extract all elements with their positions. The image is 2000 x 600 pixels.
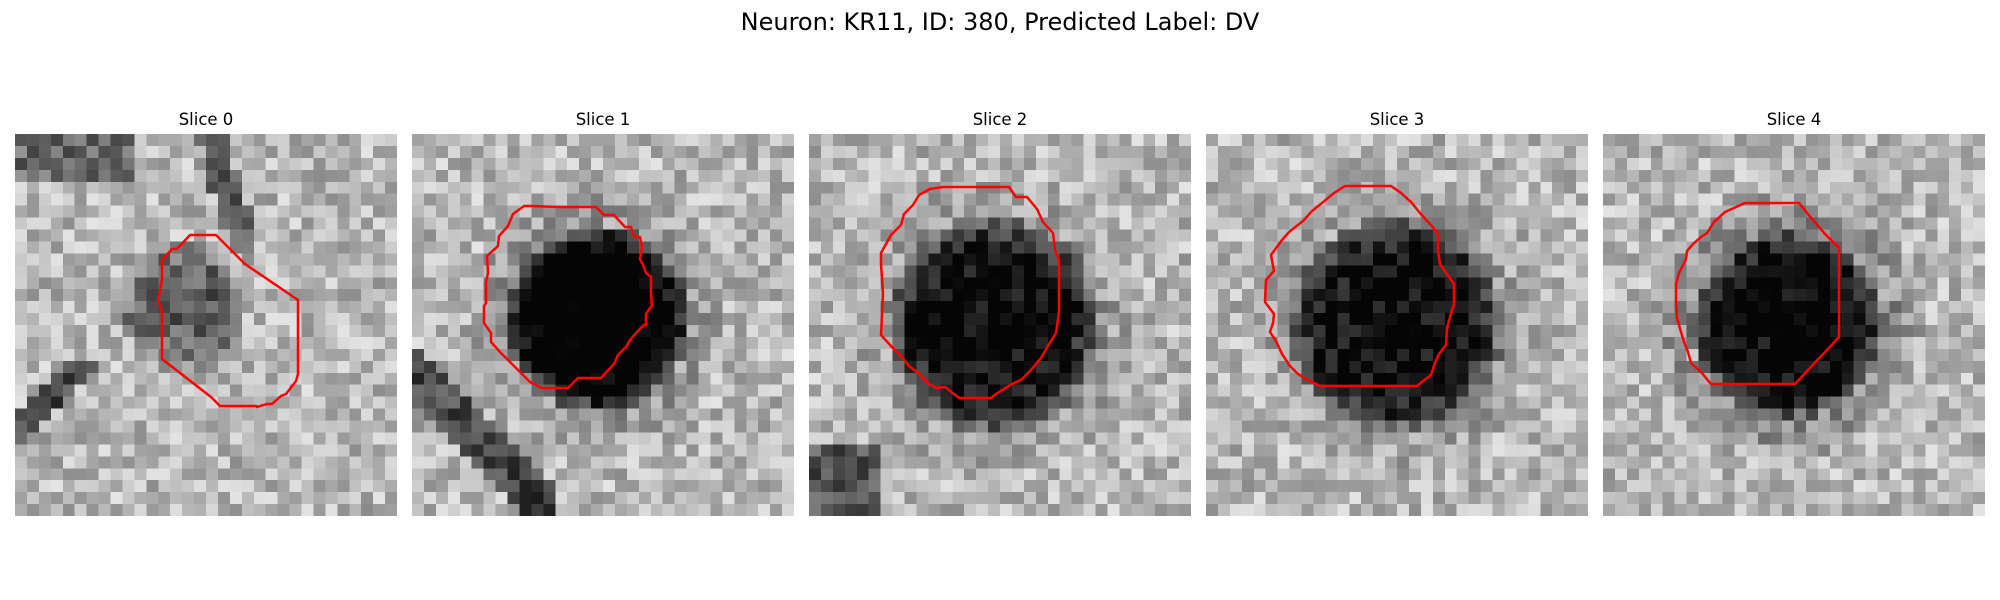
slice-2-panel — [809, 134, 1191, 516]
slice-0-title: Slice 0 — [178, 110, 234, 129]
slice-2-title: Slice 2 — [972, 110, 1028, 129]
figure-title: Neuron: KR11, ID: 380, Predicted Label: … — [740, 8, 1260, 36]
slice-4-title: Slice 4 — [1766, 110, 1822, 129]
slice-2-contour — [879, 185, 1061, 400]
slice-4-image — [1603, 134, 1985, 516]
slice-1-contour — [482, 204, 654, 390]
slice-3-image — [1206, 134, 1588, 516]
slice-0-image — [15, 134, 397, 516]
slice-3-contour — [1263, 184, 1456, 388]
slice-1-image — [412, 134, 794, 516]
slice-0-contour — [156, 233, 300, 409]
slice-1-panel — [412, 134, 794, 516]
slice-0-panel — [15, 134, 397, 516]
slice-1-title: Slice 1 — [575, 110, 631, 129]
slice-2-image — [809, 134, 1191, 516]
slice-4-contour — [1674, 201, 1841, 386]
slice-4-panel — [1603, 134, 1985, 516]
slice-3-panel — [1206, 134, 1588, 516]
slice-3-title: Slice 3 — [1369, 110, 1425, 129]
